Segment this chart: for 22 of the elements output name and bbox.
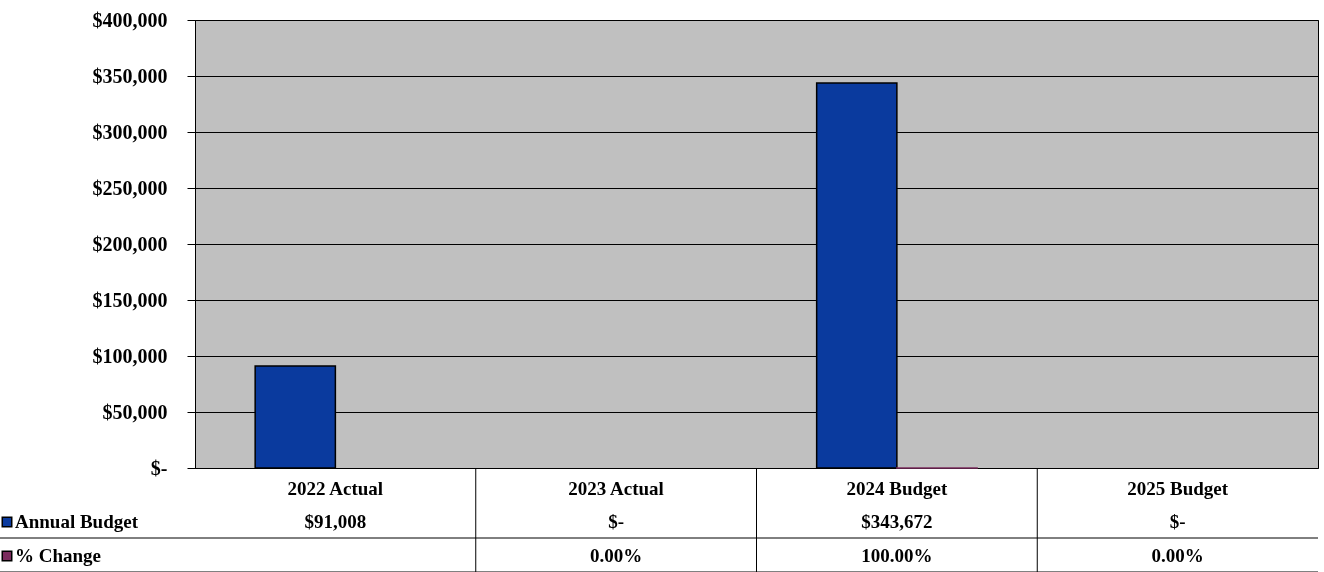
- x-tick-label: 2022 Actual: [287, 478, 384, 499]
- y-tick-label: $-: [150, 456, 168, 479]
- y-tick-label: $50,000: [102, 400, 168, 423]
- data-label: 0.00%: [590, 545, 643, 566]
- y-tick-label: $400,000: [92, 8, 168, 31]
- legend-label: % Change: [15, 545, 102, 566]
- data-label: $343,672: [861, 511, 933, 532]
- data-label: $-: [608, 511, 625, 532]
- data-label: $91,008: [304, 511, 367, 532]
- y-tick-label: $150,000: [92, 288, 168, 311]
- data-label: $-: [1169, 511, 1186, 532]
- data-label: 100.00%: [861, 545, 933, 566]
- x-tick-label: 2023 Actual: [568, 478, 664, 499]
- y-tick-label: $100,000: [92, 344, 168, 367]
- x-tick-label: 2025 Budget: [1127, 478, 1229, 499]
- y-tick-label: $350,000: [92, 64, 168, 87]
- data-label: 0.00%: [1151, 545, 1204, 566]
- x-tick-label: 2024 Budget: [846, 478, 948, 499]
- legend-label: Annual Budget: [15, 511, 139, 532]
- y-tick-label: $250,000: [92, 176, 168, 199]
- y-tick-label: $200,000: [92, 232, 168, 255]
- y-tick-label: $300,000: [92, 120, 168, 143]
